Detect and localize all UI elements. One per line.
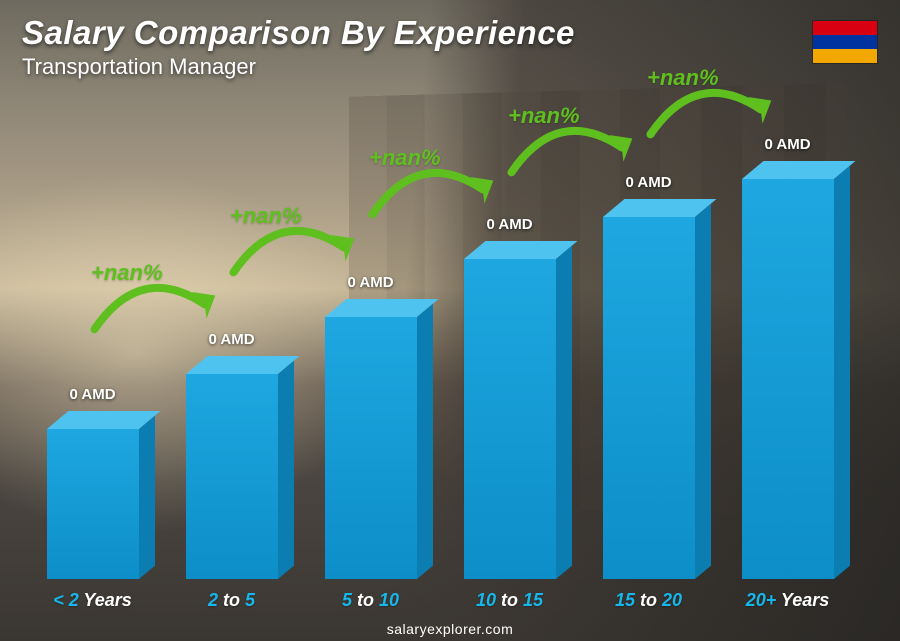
chart-title: Salary Comparison By Experience [22, 14, 575, 52]
flag-stripe-3 [813, 49, 877, 63]
growth-pct-label: +nan% [508, 103, 580, 129]
growth-pct-label: +nan% [230, 203, 302, 229]
flag-stripe-1 [813, 21, 877, 35]
growth-pct-label: +nan% [91, 260, 163, 286]
x-tick-label: 5 to 10 [308, 590, 433, 611]
x-tick-label: 10 to 15 [447, 590, 572, 611]
bar-slot: 0 AMD+nan% [169, 109, 294, 579]
bar-slot: 0 AMD+nan% [586, 109, 711, 579]
bar-value-label: 0 AMD [579, 174, 719, 191]
growth-pct-label: +nan% [647, 65, 719, 91]
bar-chart: 0 AMD0 AMD+nan%0 AMD+nan%0 AMD+nan%0 AMD… [30, 109, 850, 579]
country-flag-icon [812, 20, 878, 64]
bar [47, 429, 139, 579]
chart-subtitle: Transportation Manager [22, 54, 575, 80]
bar-value-label: 0 AMD [23, 386, 163, 403]
bar [464, 259, 556, 579]
bar [603, 217, 695, 579]
flag-stripe-2 [813, 35, 877, 49]
x-tick-label: 15 to 20 [586, 590, 711, 611]
bar-slot: 0 AMD+nan% [725, 109, 850, 579]
bar-slot: 0 AMD+nan% [308, 109, 433, 579]
bar [742, 179, 834, 579]
bar [325, 317, 417, 579]
bar-slot: 0 AMD [30, 109, 155, 579]
x-tick-label: 2 to 5 [169, 590, 294, 611]
bar-value-label: 0 AMD [718, 136, 858, 153]
growth-pct-label: +nan% [369, 145, 441, 171]
title-block: Salary Comparison By Experience Transpor… [22, 14, 575, 80]
x-axis: < 2 Years 2 to 5 5 to 10 10 to 15 15 to 20 20… [30, 590, 850, 611]
bar-value-label: 0 AMD [301, 274, 441, 291]
x-tick-label: 20+ Years [725, 590, 850, 611]
bar-value-label: 0 AMD [440, 216, 580, 233]
x-tick-label: < 2 Years [30, 590, 155, 611]
bar [186, 374, 278, 579]
footer-source: salaryexplorer.com [0, 621, 900, 637]
bar-value-label: 0 AMD [162, 331, 302, 348]
bar-slot: 0 AMD+nan% [447, 109, 572, 579]
